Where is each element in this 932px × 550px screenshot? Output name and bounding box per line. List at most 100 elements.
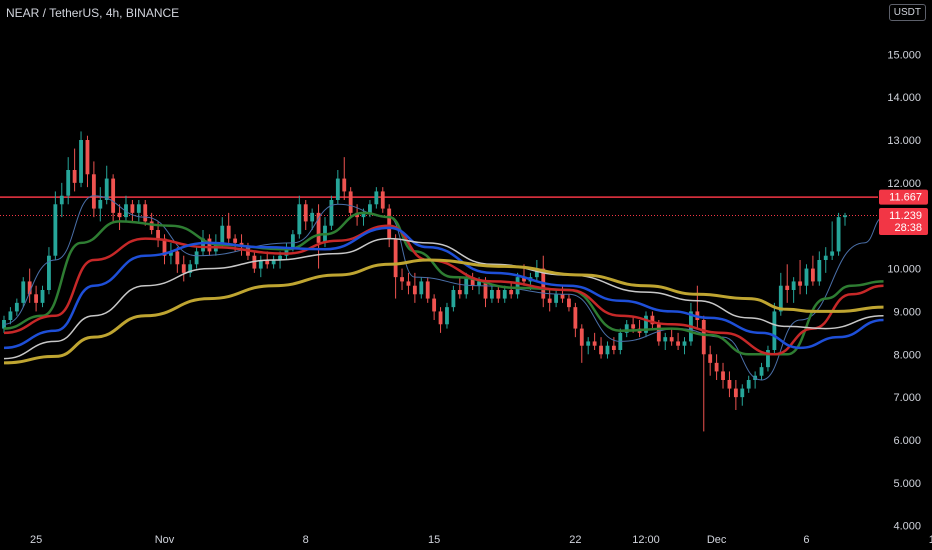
candle-body [91,174,96,209]
current-price-tag-bg [879,207,928,235]
x-tick-label: Dec [707,534,727,546]
moving-average-line [3,258,884,365]
candle-body [772,311,777,350]
candle-body [393,238,398,278]
candle-body [778,285,783,312]
candle-body [419,281,424,295]
x-tick-label: 13 [929,534,932,546]
candle-body [727,380,732,389]
candle-body [631,324,636,329]
candle-body [348,191,353,213]
candle-body [233,238,238,243]
candle-body [823,255,828,260]
moving-average-line [3,237,884,360]
candle-body [592,341,597,346]
candle-body [573,307,578,329]
current-price-tag-text: 28:38 [894,222,922,234]
candle-body [483,281,488,299]
candle-body [721,371,725,380]
candle-body [759,367,764,376]
candle-body [496,290,501,299]
candle-body [156,230,160,239]
candle-body [489,290,494,299]
candle-body [368,204,372,213]
candle-body [34,294,39,303]
candle-body [374,191,379,205]
candle-body [470,277,475,286]
candle-body [733,388,738,398]
candle-body [53,204,58,256]
candle-body [554,294,559,303]
candle-body [117,212,122,218]
candle-body [181,264,186,273]
x-tick-label: 15 [428,534,440,546]
candle-body [59,195,64,205]
candle-body [47,255,51,290]
resistance-price-tag-text: 11.667 [889,192,922,204]
candle-body [387,208,392,239]
candle-body [310,212,315,222]
candle-body [271,260,276,265]
candle-body [515,277,520,295]
x-tick-label: 8 [303,534,309,546]
x-tick-label: 22 [569,534,581,546]
candle-body [804,268,809,286]
candle-body [220,225,225,243]
candle-body [406,281,411,286]
candle-body [810,268,815,282]
candle-body [425,281,430,299]
candle-body [104,178,109,200]
candle-body [599,345,603,355]
candle-body [98,200,103,209]
candle-body [605,345,610,355]
candle-body [676,341,680,346]
candle-body [169,251,173,256]
candle-body [27,281,32,295]
candle-body [843,215,847,218]
candle-body [124,204,128,218]
candle-body [226,225,231,239]
candle-body [650,315,655,325]
candle-body [534,268,539,278]
candle-body [85,140,90,175]
candle-body [432,298,437,312]
candle-body [278,255,282,260]
candle-body [817,260,822,282]
y-tick-label: 10.000 [887,264,921,276]
candle-body [830,251,835,256]
candle-body [400,277,404,282]
candle-body [316,212,321,243]
x-tick-label: 6 [803,534,809,546]
chart-title: NEAR / TetherUS, 4h, BINANCE [6,6,180,20]
y-tick-label: 9.000 [893,306,921,318]
candle-body [14,302,19,312]
candle-body [21,281,26,303]
current-price-tag-text: 11.239 [889,210,922,222]
y-tick-label: 4.000 [893,521,921,533]
candle-body [586,341,591,346]
candle-body [624,324,629,333]
candle-body [66,170,71,196]
candle-body [342,178,347,192]
candle-body [72,170,77,183]
y-tick-label: 12.000 [887,178,921,190]
candle-body [258,260,263,269]
candle-body [40,290,45,303]
candle-body [194,251,199,265]
y-tick-label: 5.000 [893,478,921,490]
candle-body [175,251,180,265]
candle-body [579,328,584,346]
candle-body [445,307,449,325]
candle-body [611,345,616,350]
moving-average-line [3,195,884,381]
candle-body [188,264,193,273]
candle-body [669,337,674,342]
currency-badge[interactable]: USDT [888,4,926,21]
x-tick-label: 12:00 [632,534,660,546]
candle-body [547,298,552,303]
x-tick-label: Nov [155,534,175,546]
y-tick-label: 7.000 [893,392,921,404]
candle-body [297,204,302,235]
candle-body [111,178,116,213]
